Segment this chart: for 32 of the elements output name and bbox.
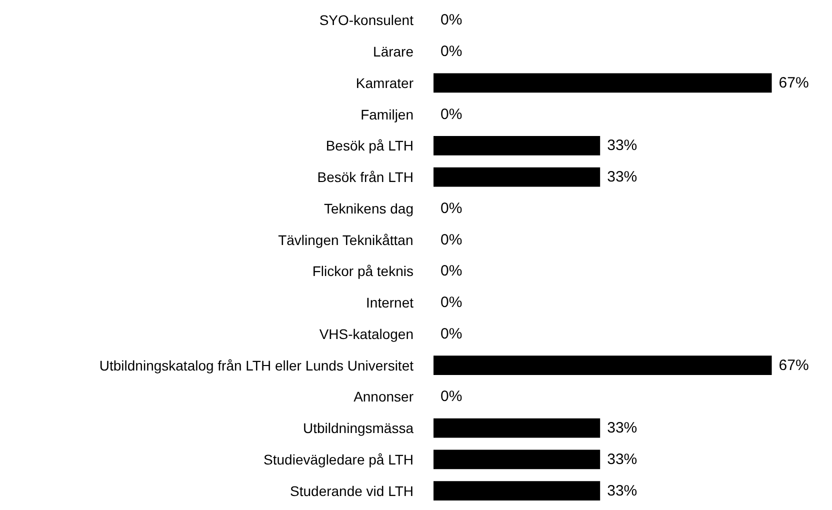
data-label: 67% [778, 356, 809, 374]
y-tick-label: Flickor på teknis [312, 263, 414, 280]
y-tick-label: Besök på LTH [326, 138, 414, 154]
y-tick-label: Familjen [360, 106, 414, 122]
data-label: 0% [440, 231, 462, 248]
data-label: 67% [778, 74, 809, 92]
data-label: 33% [607, 450, 638, 468]
y-tick-label: Tävlingen Teknikåttan [278, 232, 414, 248]
data-label: 33% [607, 168, 638, 186]
y-tick-label: SYO-konsulent [319, 12, 414, 28]
data-label: 33% [607, 482, 638, 500]
data-label: 0% [440, 43, 462, 60]
y-tick-label: Internet [366, 294, 414, 311]
y-tick-label: VHS-katalogen [319, 326, 414, 342]
data-label: 0% [440, 294, 462, 312]
y-tick-label: Studerande vid LTH [290, 482, 414, 499]
data-label: 0% [440, 200, 462, 217]
y-tick-label: Kamrater [356, 74, 414, 91]
y-tick-label: Besök från LTH [317, 169, 414, 186]
y-tick-label: Studievägledare på LTH [264, 451, 414, 468]
y-tick-label: Utbildningsmässa [303, 420, 414, 436]
y-tick-label: Annonser [354, 388, 414, 405]
data-label: 0% [440, 12, 462, 29]
data-label: 0% [440, 388, 462, 406]
y-tick-label: Teknikens dag [324, 200, 414, 216]
data-label: 0% [440, 106, 462, 123]
data-label: 0% [440, 325, 462, 342]
data-label: 33% [607, 137, 638, 154]
y-tick-label: Lärare [373, 44, 414, 60]
y-tick-label: Utbildningskatalog från LTH eller Lunds Universitet [99, 357, 414, 374]
data-label: 0% [440, 262, 462, 280]
data-label: 33% [607, 420, 638, 437]
